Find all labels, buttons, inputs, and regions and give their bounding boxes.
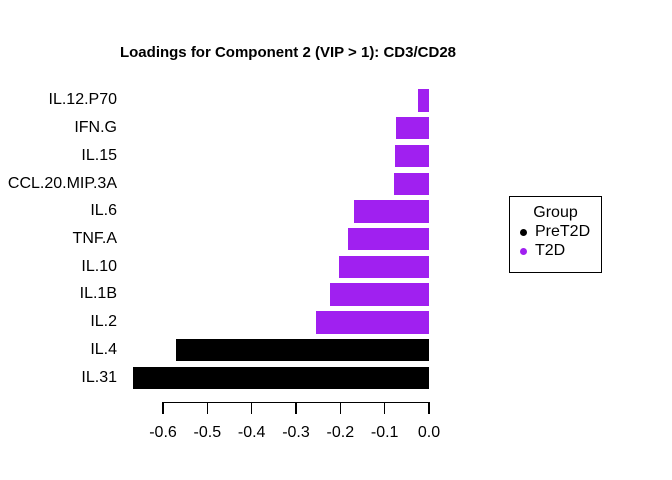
x-axis-tick: [250, 402, 253, 414]
bar-il.2: [315, 311, 429, 334]
bar-il.31: [133, 366, 429, 389]
circle-icon: [520, 228, 527, 236]
x-axis-tick-label: -0.6: [149, 424, 177, 441]
legend-item-t2d: T2D: [520, 242, 601, 260]
x-axis-tick: [162, 402, 164, 414]
x-axis-tick-label: -0.3: [282, 424, 310, 441]
bar-il.1b: [330, 283, 429, 306]
category-label: IL.31: [81, 368, 117, 386]
bar-il.15: [394, 144, 429, 168]
chart-title: Loadings for Component 2 (VIP > 1): CD3/…: [119, 44, 456, 61]
category-label: IFN.G: [74, 119, 117, 137]
category-label: IL.2: [90, 313, 117, 331]
x-axis-tick: [295, 402, 297, 414]
bar-il.12.p70: [417, 89, 429, 112]
x-axis-tick-label: -0.4: [237, 424, 266, 441]
circle-icon: [520, 247, 527, 255]
category-label: IL.4: [90, 340, 117, 358]
category-label: IL.10: [81, 257, 117, 275]
x-axis-tick-label: -0.2: [326, 424, 355, 441]
x-axis-tick-label: -0.1: [370, 424, 399, 441]
x-axis-tick-label: -0.5: [193, 424, 222, 441]
bar-ccl.20.mip.3a: [393, 172, 429, 195]
legend-item-pret2d: PreT2D: [520, 223, 601, 241]
x-axis-tick: [383, 402, 386, 414]
category-label: IL.15: [81, 146, 117, 164]
category-label: CCL.20.MIP.3A: [7, 174, 117, 192]
legend-label: T2D: [535, 242, 566, 259]
x-axis-tick: [206, 402, 209, 414]
bar-tnf.a: [347, 228, 429, 251]
bar-il.4: [175, 338, 429, 362]
bar-il.6: [353, 200, 429, 223]
legend-label: PreT2D: [535, 223, 591, 240]
legend-box: Group PreT2D T2D: [509, 196, 602, 273]
x-axis-tick: [339, 402, 342, 414]
legend-title: Group: [533, 204, 578, 221]
category-label: IL.12.P70: [48, 91, 118, 109]
x-axis-tick-label: 0.0: [417, 424, 441, 441]
category-label: IL.1B: [79, 285, 117, 303]
bar-ifn.g: [395, 117, 429, 140]
x-axis-tick: [428, 402, 430, 414]
bar-il.10: [339, 255, 429, 279]
category-label: TNF.A: [72, 230, 117, 247]
category-label: IL.6: [90, 202, 117, 220]
